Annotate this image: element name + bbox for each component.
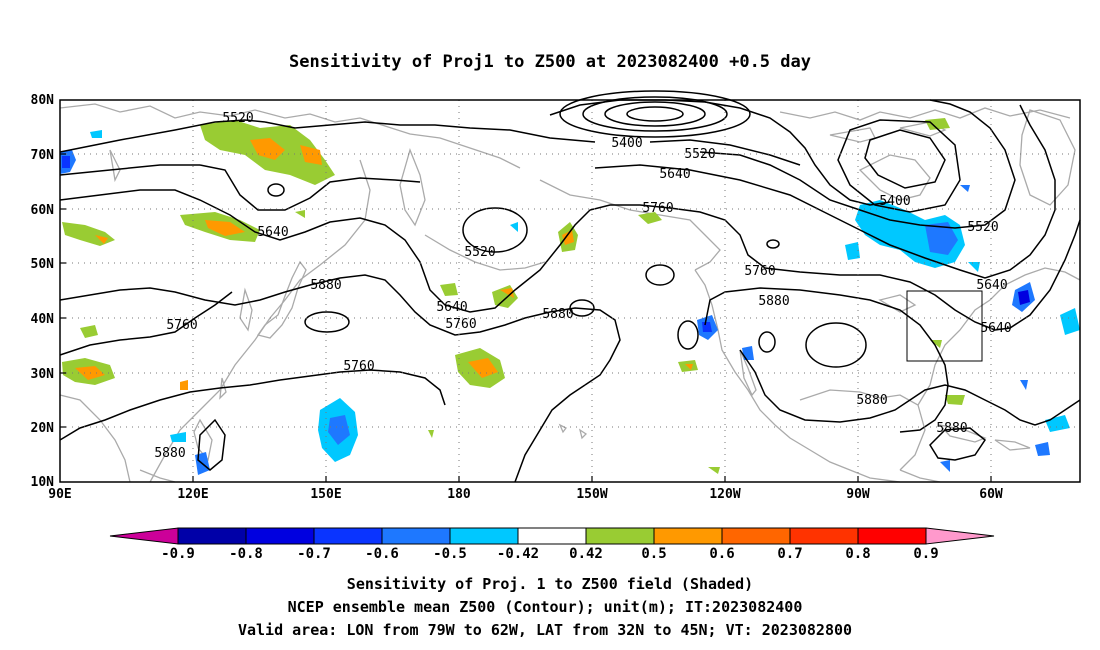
lon-tick-label: 120W [709, 487, 740, 502]
colorbar-label: 0.9 [913, 546, 938, 562]
contour-label: 5520 [684, 147, 715, 162]
contour-label: 5520 [464, 245, 495, 260]
contour-label: 5760 [166, 318, 197, 333]
valid-area-box [906, 290, 983, 362]
colorbar-label: 0.6 [709, 546, 734, 562]
contour-label: 5880 [856, 393, 887, 408]
contour-label: 5400 [879, 194, 910, 209]
contour-label: 5880 [154, 446, 185, 461]
contour-label: 5640 [976, 278, 1007, 293]
lat-tick-label: 70N [31, 148, 55, 163]
longitude-axis: 90E 120E 150E 180 150W 120W 90W 60W [48, 487, 1003, 502]
colorbar-high-triangle [925, 527, 995, 545]
colorbar-swatch [857, 527, 927, 545]
z500-contours [59, 90, 1081, 483]
lon-tick-label: 120E [177, 487, 208, 502]
lat-tick-label: 50N [31, 257, 55, 272]
colorbar-label: -0.9 [161, 546, 195, 562]
colorbar-label: -0.8 [229, 546, 263, 562]
caption-line: Valid area: LON from 79W to 62W, LAT fro… [238, 621, 852, 639]
lon-tick-label: 60W [979, 487, 1003, 502]
contour-label: 5880 [542, 307, 573, 322]
colorbar-swatch [653, 527, 723, 545]
map-frame [59, 99, 1081, 483]
colorbar-label: -0.5 [433, 546, 467, 562]
lat-tick-label: 80N [31, 93, 55, 108]
map-title: Sensitivity of Proj1 to Z500 at 20230824… [289, 52, 811, 72]
contour-label: 5520 [222, 111, 253, 126]
colorbar-swatch [585, 527, 655, 545]
colorbar: -0.9 -0.8 -0.7 -0.6 -0.5 -0.42 0.42 0.5 0.6 0.7 0.… [109, 527, 995, 562]
contour-label: 5640 [257, 225, 288, 240]
lon-tick-label: 150E [310, 487, 341, 502]
latitude-axis: 80N 70N 60N 50N 40N 30N 20N 10N [31, 93, 55, 490]
lon-tick-label: 150W [576, 487, 607, 502]
contour-label: 5640 [659, 167, 690, 182]
caption-line: Sensitivity of Proj. 1 to Z500 field (Sh… [347, 575, 753, 593]
colorbar-swatch [245, 527, 315, 545]
colorbar-label: 0.5 [641, 546, 666, 562]
colorbar-swatch [177, 527, 247, 545]
colorbar-label: -0.7 [297, 546, 331, 562]
colorbar-swatch [381, 527, 451, 545]
colorbar-swatch [789, 527, 859, 545]
colorbar-label: 0.7 [777, 546, 802, 562]
contour-label: 5760 [343, 359, 374, 374]
colorbar-swatch [313, 527, 383, 545]
contour-label: 5760 [642, 201, 673, 216]
caption-line: NCEP ensemble mean Z500 (Contour); unit(… [288, 598, 803, 616]
map-panel: 5520 5400 5520 5640 5760 5400 5520 5640 … [59, 90, 1081, 483]
lat-tick-label: 40N [31, 312, 55, 327]
contour-label: 5520 [967, 220, 998, 235]
contour-label: 5880 [936, 421, 967, 436]
lat-lon-grid [60, 100, 1080, 482]
contour-label: 5880 [310, 278, 341, 293]
colorbar-swatch [721, 527, 791, 545]
lon-tick-label: 180 [447, 487, 471, 502]
caption-block: Sensitivity of Proj. 1 to Z500 field (Sh… [238, 575, 852, 639]
lat-tick-label: 60N [31, 203, 55, 218]
lon-tick-label: 90W [846, 487, 870, 502]
lat-tick-label: 30N [31, 367, 55, 382]
sensitivity-shading [60, 118, 1080, 475]
contour-label: 5400 [611, 136, 642, 151]
colorbar-label: 0.42 [569, 546, 603, 562]
lon-tick-label: 90E [48, 487, 71, 502]
colorbar-label: -0.6 [365, 546, 399, 562]
colorbar-low-triangle [109, 527, 179, 545]
contour-label: 5760 [445, 317, 476, 332]
colorbar-label: 0.8 [845, 546, 870, 562]
lat-tick-label: 20N [31, 421, 55, 436]
contour-label: 5640 [980, 321, 1011, 336]
lat-tick-label: 10N [31, 475, 55, 490]
colorbar-swatch [517, 527, 587, 545]
contour-label: 5760 [744, 264, 775, 279]
contour-label: 5880 [758, 294, 789, 309]
colorbar-label: -0.42 [497, 546, 539, 562]
colorbar-swatch [449, 527, 519, 545]
contour-label-group: 5520 5400 5520 5640 5760 5400 5520 5640 … [154, 111, 1011, 461]
contour-label: 5640 [436, 300, 467, 315]
